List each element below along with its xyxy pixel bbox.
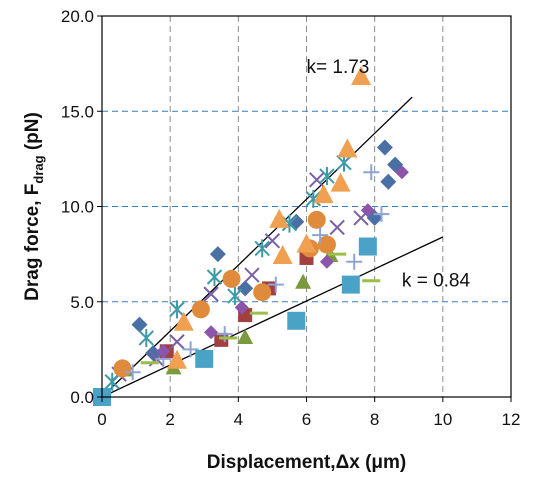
- data-point-circle: [191, 300, 210, 319]
- data-point-asterisk: [281, 214, 298, 233]
- data-point-circle: [113, 359, 132, 378]
- data-point-asterisk: [206, 267, 223, 286]
- data-point-square-large: [195, 349, 214, 368]
- fit-line: [101, 236, 444, 398]
- data-point-asterisk: [138, 328, 155, 347]
- data-point-triangle-large: [337, 138, 358, 158]
- gridlines: [102, 16, 511, 397]
- data-point-circle: [307, 210, 326, 229]
- data-point-diamond: [376, 139, 393, 156]
- x-tick-label: 8: [370, 410, 379, 429]
- data-point-diamond: [209, 246, 226, 263]
- data-point-diamond-small: [394, 165, 409, 180]
- data-point-square-large: [287, 311, 306, 330]
- x-axis-label: Displacement,Δx (μm): [207, 452, 407, 473]
- data-point-circle: [253, 283, 272, 302]
- data-point-triangle-large: [313, 184, 334, 204]
- data-point-plus: [363, 164, 380, 181]
- data-point-triangle: [237, 328, 254, 344]
- data-point-plus: [182, 341, 199, 358]
- data-point-x: [264, 233, 281, 249]
- data-point-x: [203, 286, 219, 302]
- annotation-k-high: k= 1.73: [307, 57, 370, 78]
- y-tick-label: 15.0: [61, 102, 94, 121]
- data-point-asterisk: [104, 372, 120, 391]
- y-tick-label: 5.0: [70, 293, 94, 312]
- data-point-diamond-small: [234, 300, 249, 315]
- data-point-diamond: [380, 173, 397, 190]
- annotation-k-low: k = 0.84: [402, 271, 471, 292]
- data-point-plus: [216, 326, 233, 343]
- data-point-diamond-small: [204, 325, 219, 340]
- data-point-plus: [267, 276, 284, 293]
- data-point-triangle-large: [296, 233, 317, 253]
- data-point-asterisk: [254, 239, 270, 258]
- data-point-diamond: [237, 280, 254, 297]
- data-point-circle: [222, 269, 241, 288]
- y-axis-label-subscript: drag: [31, 155, 46, 183]
- data-point-diamond-small: [156, 344, 171, 359]
- data-point-triangle-large: [166, 349, 187, 369]
- x-tick-label: 10: [433, 410, 452, 429]
- x-tick-label: 12: [502, 410, 521, 429]
- data-point-asterisk: [319, 167, 335, 186]
- data-point-diamond-small: [360, 203, 375, 218]
- y-tick-label: 20.0: [61, 7, 94, 26]
- y-tick-label: 10.0: [61, 198, 94, 217]
- data-point-triangle-large: [272, 245, 293, 265]
- data-point-plus: [373, 206, 390, 223]
- annotations: k= 1.73 k = 0.84: [307, 57, 471, 291]
- y-axis-label: Drag force, Fdrag (pN): [22, 112, 46, 301]
- x-axis-ticks: 0 2 4 6 8 10 12: [97, 397, 520, 429]
- data-point-x: [329, 219, 345, 236]
- data-point-asterisk: [305, 189, 322, 208]
- data-point-plus: [312, 227, 329, 244]
- data-point-plus: [124, 364, 141, 381]
- y-tick-label: 0.0: [70, 388, 94, 407]
- data-point-triangle: [295, 273, 312, 289]
- y-axis-label-unit: (pN): [22, 112, 43, 155]
- y-axis-ticks: 0.0 5.0 10.0 15.0 20.0: [61, 7, 102, 407]
- data-point-asterisk: [227, 287, 243, 306]
- data-point-asterisk: [169, 300, 185, 319]
- data-point-x: [169, 334, 185, 350]
- data-point-circle: [317, 235, 336, 254]
- x-tick-label: 0: [97, 410, 106, 429]
- data-point-diamond-small: [319, 254, 334, 269]
- data-point-square-large: [341, 275, 360, 294]
- x-tick-label: 2: [165, 410, 174, 429]
- data-point-diamond: [131, 316, 148, 333]
- data-point-triangle-large: [173, 311, 194, 331]
- data-point-x: [244, 267, 260, 283]
- x-tick-label: 6: [302, 410, 311, 429]
- data-markers: [93, 65, 409, 406]
- data-point-square-large: [358, 237, 377, 256]
- data-point-triangle-large: [269, 208, 290, 228]
- y-axis-label-main: Drag force, F: [22, 184, 43, 301]
- x-tick-label: 4: [234, 410, 243, 429]
- data-point-plus: [346, 253, 363, 270]
- data-point-triangle-large: [351, 65, 372, 85]
- data-point-triangle-large: [330, 172, 351, 192]
- data-point-x: [309, 172, 325, 188]
